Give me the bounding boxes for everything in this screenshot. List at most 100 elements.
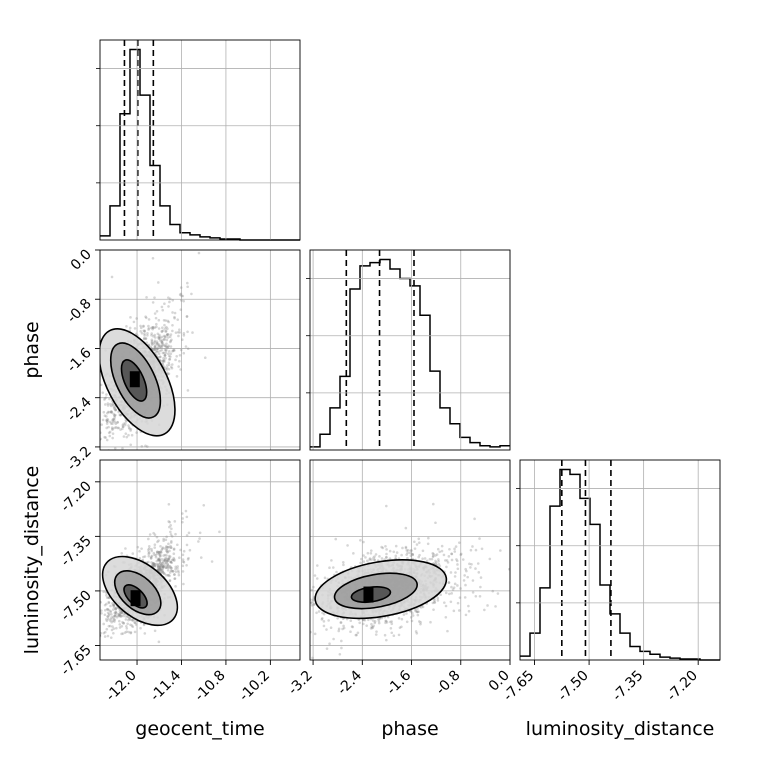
sample-point bbox=[180, 294, 183, 298]
sample-point bbox=[168, 555, 172, 558]
sample-point bbox=[451, 588, 455, 591]
x-tick-label-phase: -0.8 bbox=[433, 668, 464, 699]
x-axis-label-phase: phase bbox=[381, 718, 438, 740]
sample-point bbox=[404, 546, 408, 550]
sample-point bbox=[322, 620, 326, 623]
sample-point bbox=[454, 571, 457, 574]
sample-point bbox=[306, 608, 309, 611]
sample-point bbox=[203, 356, 207, 359]
sample-point bbox=[474, 567, 477, 570]
sample-point bbox=[409, 549, 412, 552]
sample-point bbox=[152, 551, 156, 555]
sample-point bbox=[139, 626, 142, 630]
sample-point bbox=[145, 445, 149, 448]
sample-point bbox=[110, 616, 113, 619]
sample-point bbox=[144, 337, 148, 341]
sample-point bbox=[115, 615, 119, 619]
sample-point bbox=[367, 618, 370, 622]
sample-point bbox=[431, 552, 435, 555]
sample-point bbox=[156, 349, 159, 353]
sample-point bbox=[158, 565, 162, 569]
sample-point bbox=[464, 567, 467, 571]
sample-point bbox=[157, 318, 161, 322]
sample-point bbox=[159, 544, 162, 548]
sample-point bbox=[149, 556, 153, 560]
sample-point bbox=[325, 647, 329, 650]
sample-point bbox=[154, 346, 157, 350]
sample-point bbox=[88, 443, 91, 446]
sample-point bbox=[342, 626, 346, 630]
sample-point bbox=[170, 366, 174, 370]
sample-point bbox=[169, 565, 172, 569]
sample-point bbox=[406, 556, 409, 560]
contour-line-2 bbox=[123, 584, 148, 609]
sample-point bbox=[369, 551, 373, 555]
sample-point bbox=[182, 582, 185, 586]
sample-point bbox=[120, 551, 124, 555]
sample-point bbox=[131, 625, 135, 629]
sample-point bbox=[158, 565, 161, 569]
sample-point bbox=[182, 299, 185, 303]
sample-point bbox=[107, 624, 111, 628]
sample-point bbox=[161, 344, 164, 347]
sample-point bbox=[106, 608, 110, 611]
sample-point bbox=[156, 568, 160, 571]
sample-point bbox=[176, 318, 180, 321]
sample-point bbox=[161, 561, 164, 565]
sample-point bbox=[384, 619, 387, 623]
sample-point bbox=[346, 544, 349, 547]
sample-point bbox=[114, 613, 117, 616]
sample-point bbox=[118, 612, 122, 616]
sample-point bbox=[124, 432, 128, 435]
sample-point bbox=[154, 554, 158, 557]
sample-point bbox=[397, 616, 401, 620]
sample-point bbox=[181, 520, 184, 524]
sample-point bbox=[188, 548, 192, 552]
sample-point bbox=[386, 615, 390, 619]
scatter-panel-geocent_time_vs_phase bbox=[88, 251, 207, 454]
sample-point bbox=[163, 547, 167, 550]
sample-point bbox=[102, 631, 106, 635]
sample-point bbox=[463, 596, 467, 599]
sample-point bbox=[169, 566, 173, 570]
sample-point bbox=[102, 410, 106, 414]
sample-point bbox=[105, 627, 109, 631]
sample-point bbox=[105, 426, 108, 430]
sample-point bbox=[168, 335, 172, 339]
sample-point bbox=[389, 627, 393, 630]
sample-point bbox=[143, 329, 146, 333]
sample-point bbox=[458, 541, 461, 544]
sample-point bbox=[107, 600, 111, 604]
sample-point bbox=[444, 604, 448, 608]
sample-point bbox=[327, 619, 330, 622]
sample-point bbox=[173, 558, 176, 561]
sample-point bbox=[119, 428, 122, 431]
sample-point bbox=[371, 625, 375, 629]
sample-point bbox=[182, 560, 185, 563]
sample-point bbox=[380, 557, 384, 560]
sample-point bbox=[127, 424, 130, 427]
sample-point bbox=[167, 354, 171, 358]
sample-point bbox=[106, 451, 109, 454]
sample-point bbox=[442, 553, 446, 557]
sample-point bbox=[389, 620, 392, 624]
y-tick-label-phase: -1.6 bbox=[64, 345, 95, 376]
sample-point bbox=[166, 559, 169, 563]
sample-point bbox=[113, 426, 116, 430]
sample-point bbox=[310, 588, 314, 592]
sample-point bbox=[480, 547, 484, 551]
sample-point bbox=[157, 327, 161, 330]
sample-point bbox=[436, 596, 440, 600]
sample-point bbox=[366, 559, 369, 563]
sample-point bbox=[156, 350, 159, 354]
sample-point bbox=[152, 564, 155, 567]
sample-point bbox=[163, 553, 167, 557]
sample-point bbox=[158, 349, 162, 353]
sample-point bbox=[359, 538, 362, 542]
sample-point bbox=[496, 592, 500, 595]
sample-point bbox=[164, 344, 167, 348]
sample-point bbox=[417, 541, 421, 545]
sample-point bbox=[114, 606, 118, 610]
sample-point bbox=[128, 618, 132, 621]
